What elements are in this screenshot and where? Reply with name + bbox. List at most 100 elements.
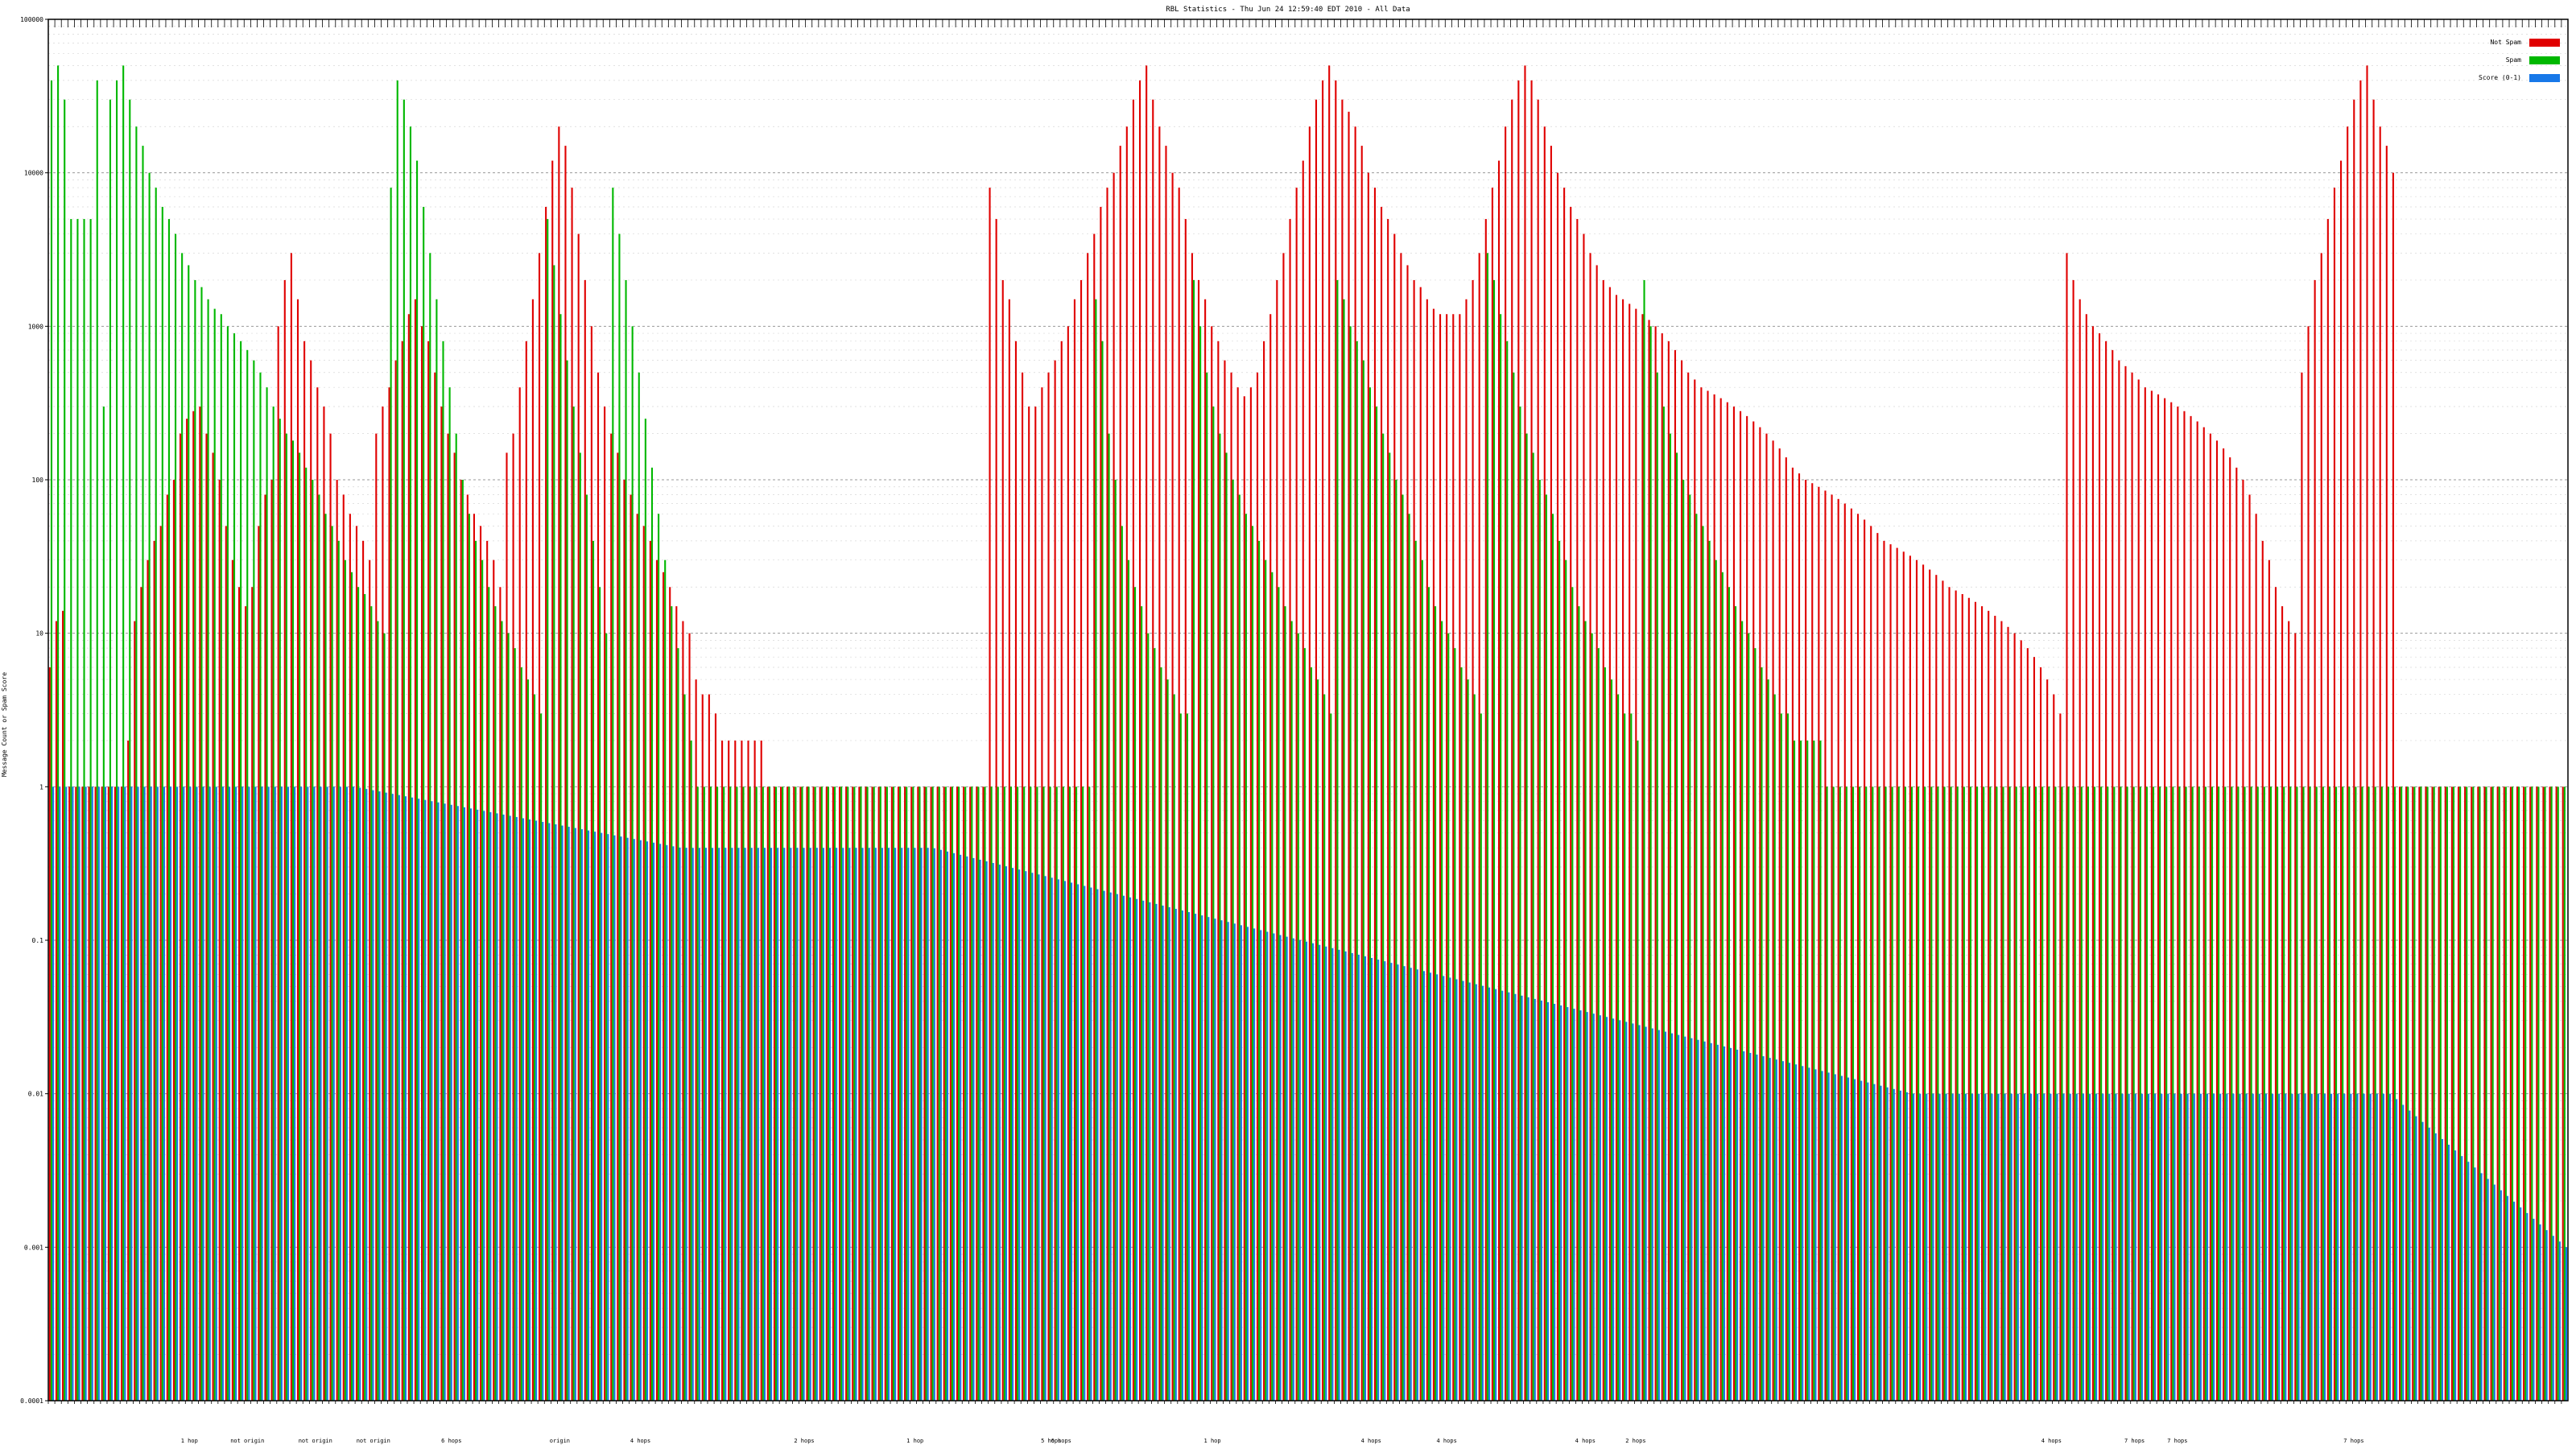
bar-spam	[1368, 387, 1372, 1401]
bar-score	[1260, 930, 1262, 1401]
bar-spam	[1565, 559, 1567, 1401]
bar-not-spam	[753, 740, 756, 1401]
bar-spam	[1402, 494, 1404, 1401]
bar-not-spam	[1791, 467, 1794, 1401]
bar-score	[2056, 1093, 2058, 1401]
bar-score	[274, 786, 276, 1401]
bar-score	[111, 786, 114, 1401]
bar-score	[796, 848, 799, 1401]
bar-spam	[749, 786, 751, 1401]
bar-score	[502, 814, 505, 1401]
bar-not-spam	[2164, 398, 2166, 1401]
bar-score	[130, 786, 133, 1401]
bar-spam	[1454, 648, 1456, 1401]
bar-spam	[494, 606, 497, 1401]
bar-not-spam	[231, 559, 233, 1401]
bar-score	[280, 786, 283, 1401]
bar-score	[1834, 1074, 1836, 1401]
bar-score	[307, 786, 309, 1401]
bar-score	[1997, 1093, 2000, 1401]
bar-not-spam	[290, 253, 292, 1402]
bar-spam	[122, 65, 125, 1402]
bar-score	[1109, 892, 1112, 1401]
bar-spam	[2087, 786, 2089, 1401]
bar-score	[646, 841, 649, 1401]
bar-spam	[807, 786, 810, 1401]
bar-not-spam	[205, 433, 208, 1401]
bar-spam	[50, 80, 53, 1401]
bar-not-spam	[1864, 519, 1866, 1401]
bar-score	[1298, 939, 1301, 1401]
bar-not-spam	[943, 786, 945, 1401]
bar-score	[1246, 927, 1249, 1401]
bar-score	[1057, 879, 1059, 1401]
bar-not-spam	[1119, 146, 1121, 1402]
bar-spam	[1819, 740, 1822, 1401]
x-group-label: 7 hops	[2167, 1438, 2187, 1444]
bar-score	[992, 863, 994, 1401]
bar-spam	[514, 648, 516, 1401]
bar-not-spam	[1008, 299, 1010, 1402]
bar-not-spam	[2007, 626, 2009, 1401]
bar-not-spam	[1622, 299, 1624, 1402]
bar-spam	[2335, 786, 2338, 1401]
bar-spam	[2067, 786, 2070, 1401]
bar-not-spam	[1080, 279, 1083, 1401]
bar-not-spam	[1034, 407, 1037, 1402]
bar-score	[1978, 1093, 1980, 1401]
bar-spam	[1676, 452, 1678, 1401]
bar-spam	[2244, 786, 2246, 1401]
bar-score	[626, 837, 629, 1401]
bar-score	[483, 811, 485, 1401]
bar-not-spam	[1837, 498, 1839, 1401]
bar-spam	[279, 419, 281, 1401]
bar-score	[320, 786, 322, 1401]
bar-spam	[990, 786, 993, 1401]
bar-not-spam	[675, 606, 678, 1401]
bar-spam	[344, 559, 346, 1401]
bar-spam	[1728, 587, 1730, 1401]
bar-not-spam	[1335, 80, 1337, 1401]
bar-score	[2533, 1218, 2535, 1401]
bar-score	[1495, 989, 1497, 1401]
bar-score	[1664, 1031, 1667, 1401]
bar-score	[469, 808, 473, 1401]
bar-score	[2461, 1156, 2463, 1401]
bar-spam	[984, 786, 986, 1401]
bar-score	[2193, 1093, 2195, 1401]
bar-score	[2017, 1093, 2019, 1401]
bar-spam	[1937, 786, 1939, 1401]
bar-not-spam	[2046, 679, 2049, 1401]
bar-spam	[2498, 786, 2500, 1401]
bar-not-spam	[2412, 786, 2414, 1401]
bar-not-spam	[1282, 253, 1285, 1402]
bar-not-spam	[1576, 219, 1579, 1402]
bar-spam	[736, 786, 738, 1401]
bar-not-spam	[1746, 415, 1748, 1401]
bar-score	[1038, 874, 1040, 1401]
bar-spam	[2159, 786, 2161, 1401]
bar-not-spam	[930, 786, 932, 1401]
bar-spam	[683, 694, 686, 1401]
bar-not-spam	[107, 786, 109, 1401]
bar-not-spam	[2496, 786, 2499, 1401]
bar-spam	[1284, 606, 1286, 1401]
bar-score	[613, 835, 616, 1401]
bar-score	[1410, 968, 1412, 1401]
bar-score	[1468, 982, 1471, 1401]
bar-spam	[1786, 713, 1789, 1401]
bar-score	[1384, 961, 1386, 1401]
bar-spam	[1427, 587, 1430, 1401]
bar-spam	[2113, 786, 2116, 1401]
bar-score	[887, 848, 890, 1401]
bar-spam	[2524, 786, 2527, 1401]
x-group-label: 2 hops	[1625, 1438, 1645, 1444]
bar-spam	[1303, 648, 1306, 1401]
bar-spam	[638, 372, 640, 1401]
bar-spam	[1133, 587, 1137, 1401]
bar-not-spam	[81, 786, 84, 1401]
bar-score	[2115, 1093, 2117, 1401]
bar-score	[639, 840, 642, 1401]
bar-spam	[83, 219, 85, 1402]
y-tick-label: 0.1	[32, 937, 44, 944]
